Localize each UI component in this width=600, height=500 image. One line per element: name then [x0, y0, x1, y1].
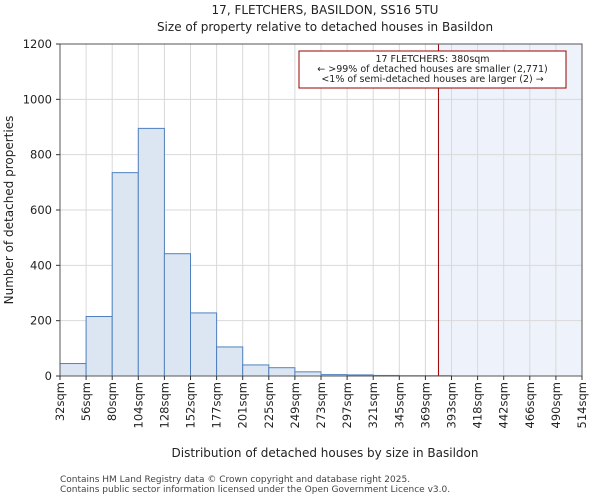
x-tick-label: 225sqm — [262, 382, 276, 428]
histogram-bar — [111, 172, 139, 377]
y-tick-label: 400 — [30, 258, 52, 272]
histogram-bar — [216, 346, 244, 377]
x-tick-label: 297sqm — [340, 382, 354, 428]
annotation-line: 17 FLETCHERS: 380sqm — [375, 54, 489, 65]
chart-subtitle: Size of property relative to detached ho… — [157, 20, 493, 34]
x-tick-label: 152sqm — [184, 382, 198, 428]
x-tick-label: 490sqm — [549, 382, 563, 428]
x-tick-label: 80sqm — [105, 382, 119, 421]
histogram-bar — [190, 312, 218, 377]
y-axis-label: Number of detached properties — [2, 116, 16, 305]
plot-area: 0 200 400 600 800 1000 1200 32sqm 56sqm 80sqm 104s… — [23, 37, 589, 428]
x-tick-label: 466sqm — [523, 382, 537, 428]
x-tick-label: 177sqm — [210, 382, 224, 428]
y-tick-label: 1200 — [23, 37, 52, 51]
x-tick-label: 104sqm — [131, 382, 145, 428]
annotation-line: ← >99% of detached houses are smaller (2… — [317, 64, 548, 75]
annotation-box — [298, 50, 567, 89]
y-tick-label: 1000 — [23, 92, 52, 106]
y-tick-label: 200 — [30, 314, 52, 328]
x-axis-label: Distribution of detached houses by size … — [172, 446, 479, 460]
footer-licence: Contains public sector information licen… — [60, 485, 451, 495]
x-tick-label: 273sqm — [314, 382, 328, 428]
x-tick-label: 201sqm — [236, 382, 250, 428]
y-tick-label: 600 — [30, 203, 52, 217]
chart-title: 17, FLETCHERS, BASILDON, SS16 5TU — [212, 3, 439, 17]
histogram-bar — [294, 371, 322, 377]
x-tick-label: 249sqm — [288, 382, 302, 428]
annotation-line: <1% of semi-detached houses are larger (… — [321, 74, 543, 85]
x-tick-label: 393sqm — [445, 382, 459, 428]
x-tick-label: 514sqm — [575, 382, 589, 428]
x-tick-label: 369sqm — [418, 382, 432, 428]
histogram-bar — [268, 367, 296, 377]
histogram-bar — [242, 364, 270, 377]
x-tick-label: 345sqm — [392, 382, 406, 428]
footer-copyright: Contains HM Land Registry data © Crown c… — [60, 475, 411, 485]
x-tick-label: 418sqm — [471, 382, 485, 428]
histogram-bar — [163, 253, 191, 377]
histogram-bar — [137, 127, 165, 377]
x-tick-label: 56sqm — [79, 382, 93, 421]
y-tick-label: 800 — [30, 148, 52, 162]
x-tick-label: 321sqm — [366, 382, 380, 428]
x-tick-label: 32sqm — [53, 382, 67, 421]
x-tick-label: 128sqm — [157, 382, 171, 428]
histogram-bar — [59, 363, 87, 377]
histogram-bar — [85, 316, 113, 377]
y-tick-label: 0 — [45, 369, 52, 383]
x-tick-label: 442sqm — [497, 382, 511, 428]
